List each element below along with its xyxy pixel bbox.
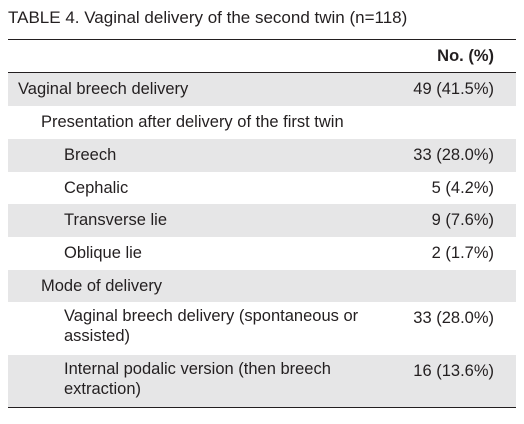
row-value: 33 (28.0%) [413, 146, 494, 164]
table-row: Oblique lie 2 (1.7%) [8, 237, 516, 270]
row-label: Internal podalic version (then breech ex… [64, 360, 331, 398]
table-top-rule [8, 39, 516, 40]
table-caption: TABLE 4. Vaginal delivery of the second … [8, 7, 516, 29]
row-label: Transverse lie [64, 211, 168, 229]
table-row: Presentation after delivery of the first… [8, 106, 516, 139]
row-value: 9 (7.6%) [431, 211, 494, 229]
table-row: Cephalic 5 (4.2%) [8, 172, 516, 204]
table-row: Vaginal breech delivery (spontaneous or … [8, 302, 516, 355]
row-value: 5 (4.2%) [431, 179, 494, 197]
row-value: 2 (1.7%) [431, 244, 494, 262]
row-label: Presentation after delivery of the first… [41, 113, 344, 131]
row-label: Vaginal breech delivery [18, 80, 189, 98]
table-row: Transverse lie 9 (7.6%) [8, 204, 516, 237]
table-header-row: No. (%) [8, 40, 516, 73]
column-header-count: No. (%) [437, 47, 494, 65]
row-label: Breech [64, 146, 117, 164]
row-label: Mode of delivery [41, 277, 163, 295]
row-value: 49 (41.5%) [413, 80, 494, 98]
table-row: Breech 33 (28.0%) [8, 139, 516, 172]
row-value: 33 (28.0%) [413, 309, 494, 327]
table-bottom-rule [8, 407, 516, 408]
row-label: Oblique lie [64, 244, 142, 262]
table-number: TABLE 4. [8, 8, 80, 27]
data-table: No. (%) Vaginal breech delivery 49 (41.5… [8, 39, 516, 408]
row-value: 16 (13.6%) [413, 362, 494, 380]
table-row: Vaginal breech delivery 49 (41.5%) [8, 73, 516, 106]
row-label: Vaginal breech delivery (spontaneous or … [64, 307, 359, 345]
table-row: Mode of delivery [8, 270, 516, 302]
table-title: Vaginal delivery of the second twin (n=1… [84, 8, 408, 27]
table-row: Internal podalic version (then breech ex… [8, 355, 516, 407]
row-label: Cephalic [64, 179, 129, 197]
